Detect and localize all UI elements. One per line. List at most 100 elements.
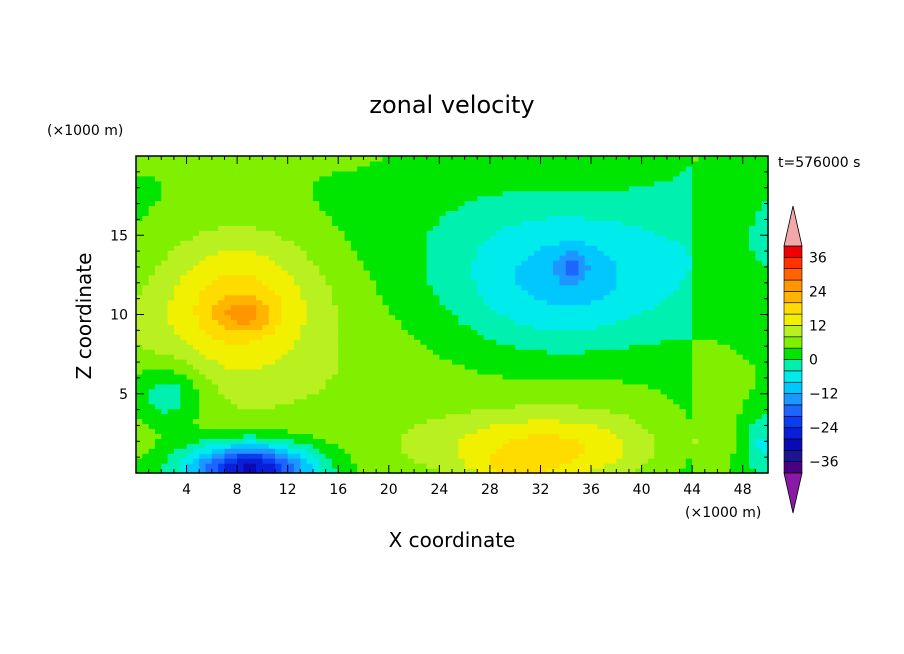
field-cell	[369, 398, 377, 405]
field-cell	[521, 165, 529, 172]
field-cell	[584, 423, 592, 430]
field-cell	[477, 453, 485, 459]
field-cell	[287, 398, 295, 405]
field-cell	[294, 225, 301, 231]
field-cell	[401, 165, 409, 172]
field-cell	[414, 230, 421, 236]
field-cell	[287, 344, 295, 350]
field-cell	[154, 250, 162, 256]
field-cell	[502, 156, 510, 162]
field-cell	[281, 349, 289, 355]
field-cell	[186, 195, 194, 202]
field-cell	[584, 359, 592, 365]
field-cell	[603, 235, 611, 241]
field-cell	[584, 383, 592, 390]
field-cell	[458, 433, 466, 439]
field-cell	[559, 190, 567, 197]
field-cell	[218, 418, 226, 425]
field-cell	[616, 368, 624, 375]
field-cell	[230, 260, 238, 266]
field-cell	[483, 428, 491, 434]
field-cell	[142, 398, 150, 405]
field-cell	[616, 299, 624, 306]
field-cell	[464, 215, 472, 221]
field-cell	[136, 175, 143, 182]
field-cell	[584, 180, 592, 187]
field-cell	[338, 225, 346, 231]
field-cell	[167, 378, 175, 385]
field-cell	[426, 443, 434, 449]
field-cell	[527, 205, 535, 212]
field-cell	[622, 165, 630, 172]
field-cell	[565, 378, 573, 385]
field-cell	[211, 185, 219, 192]
field-cell	[578, 185, 586, 192]
field-cell	[489, 403, 497, 410]
field-cell	[489, 418, 497, 425]
field-cell	[546, 364, 554, 370]
field-cell	[148, 240, 156, 246]
field-cell	[395, 443, 403, 449]
field-cell	[256, 230, 263, 236]
field-cell	[420, 264, 428, 271]
field-cell	[230, 240, 238, 246]
field-cell	[395, 423, 403, 430]
field-cell	[173, 245, 181, 251]
field-cell	[401, 195, 409, 202]
field-cell	[268, 428, 276, 434]
field-cell	[414, 403, 421, 410]
field-cell	[275, 368, 282, 375]
field-cell	[508, 165, 516, 172]
field-cell	[578, 230, 586, 236]
field-cell	[610, 433, 617, 439]
field-cell	[237, 279, 245, 286]
field-cell	[559, 458, 567, 464]
field-cell	[414, 289, 421, 296]
field-cell	[136, 299, 143, 306]
field-cell	[363, 215, 371, 221]
field-cell	[527, 260, 535, 266]
field-cell	[388, 438, 396, 444]
field-cell	[331, 453, 339, 459]
field-cell	[464, 289, 472, 296]
field-cell	[338, 364, 346, 370]
field-cell	[496, 354, 504, 360]
field-cell	[502, 210, 510, 217]
field-cell	[357, 319, 365, 325]
field-cell	[452, 393, 459, 400]
field-cell	[496, 408, 504, 415]
field-cell	[294, 220, 301, 226]
field-cell	[565, 225, 573, 231]
field-cell	[578, 458, 586, 464]
field-cell	[142, 170, 150, 177]
field-cell	[199, 443, 207, 449]
field-cell	[180, 393, 188, 400]
field-cell	[275, 195, 282, 202]
field-cell	[344, 180, 352, 187]
field-cell	[591, 324, 598, 330]
field-cell	[192, 250, 200, 256]
field-cell	[540, 185, 548, 192]
field-cell	[458, 354, 466, 360]
field-cell	[433, 423, 440, 430]
field-cell	[521, 205, 529, 212]
field-cell	[312, 260, 320, 266]
field-cell	[420, 398, 428, 405]
field-cell	[268, 448, 276, 454]
field-cell	[312, 359, 320, 365]
field-cell	[414, 354, 421, 360]
field-cell	[357, 468, 365, 474]
field-cell	[521, 403, 529, 410]
field-cell	[426, 220, 434, 226]
field-cell	[414, 210, 421, 217]
field-cell	[173, 368, 181, 375]
field-cell	[306, 235, 314, 241]
field-cell	[439, 428, 447, 434]
field-cell	[325, 299, 333, 306]
field-cell	[300, 156, 308, 162]
field-cell	[338, 344, 346, 350]
field-cell	[306, 299, 314, 306]
field-cell	[256, 180, 263, 187]
field-cell	[572, 354, 579, 360]
field-cell	[218, 284, 226, 291]
